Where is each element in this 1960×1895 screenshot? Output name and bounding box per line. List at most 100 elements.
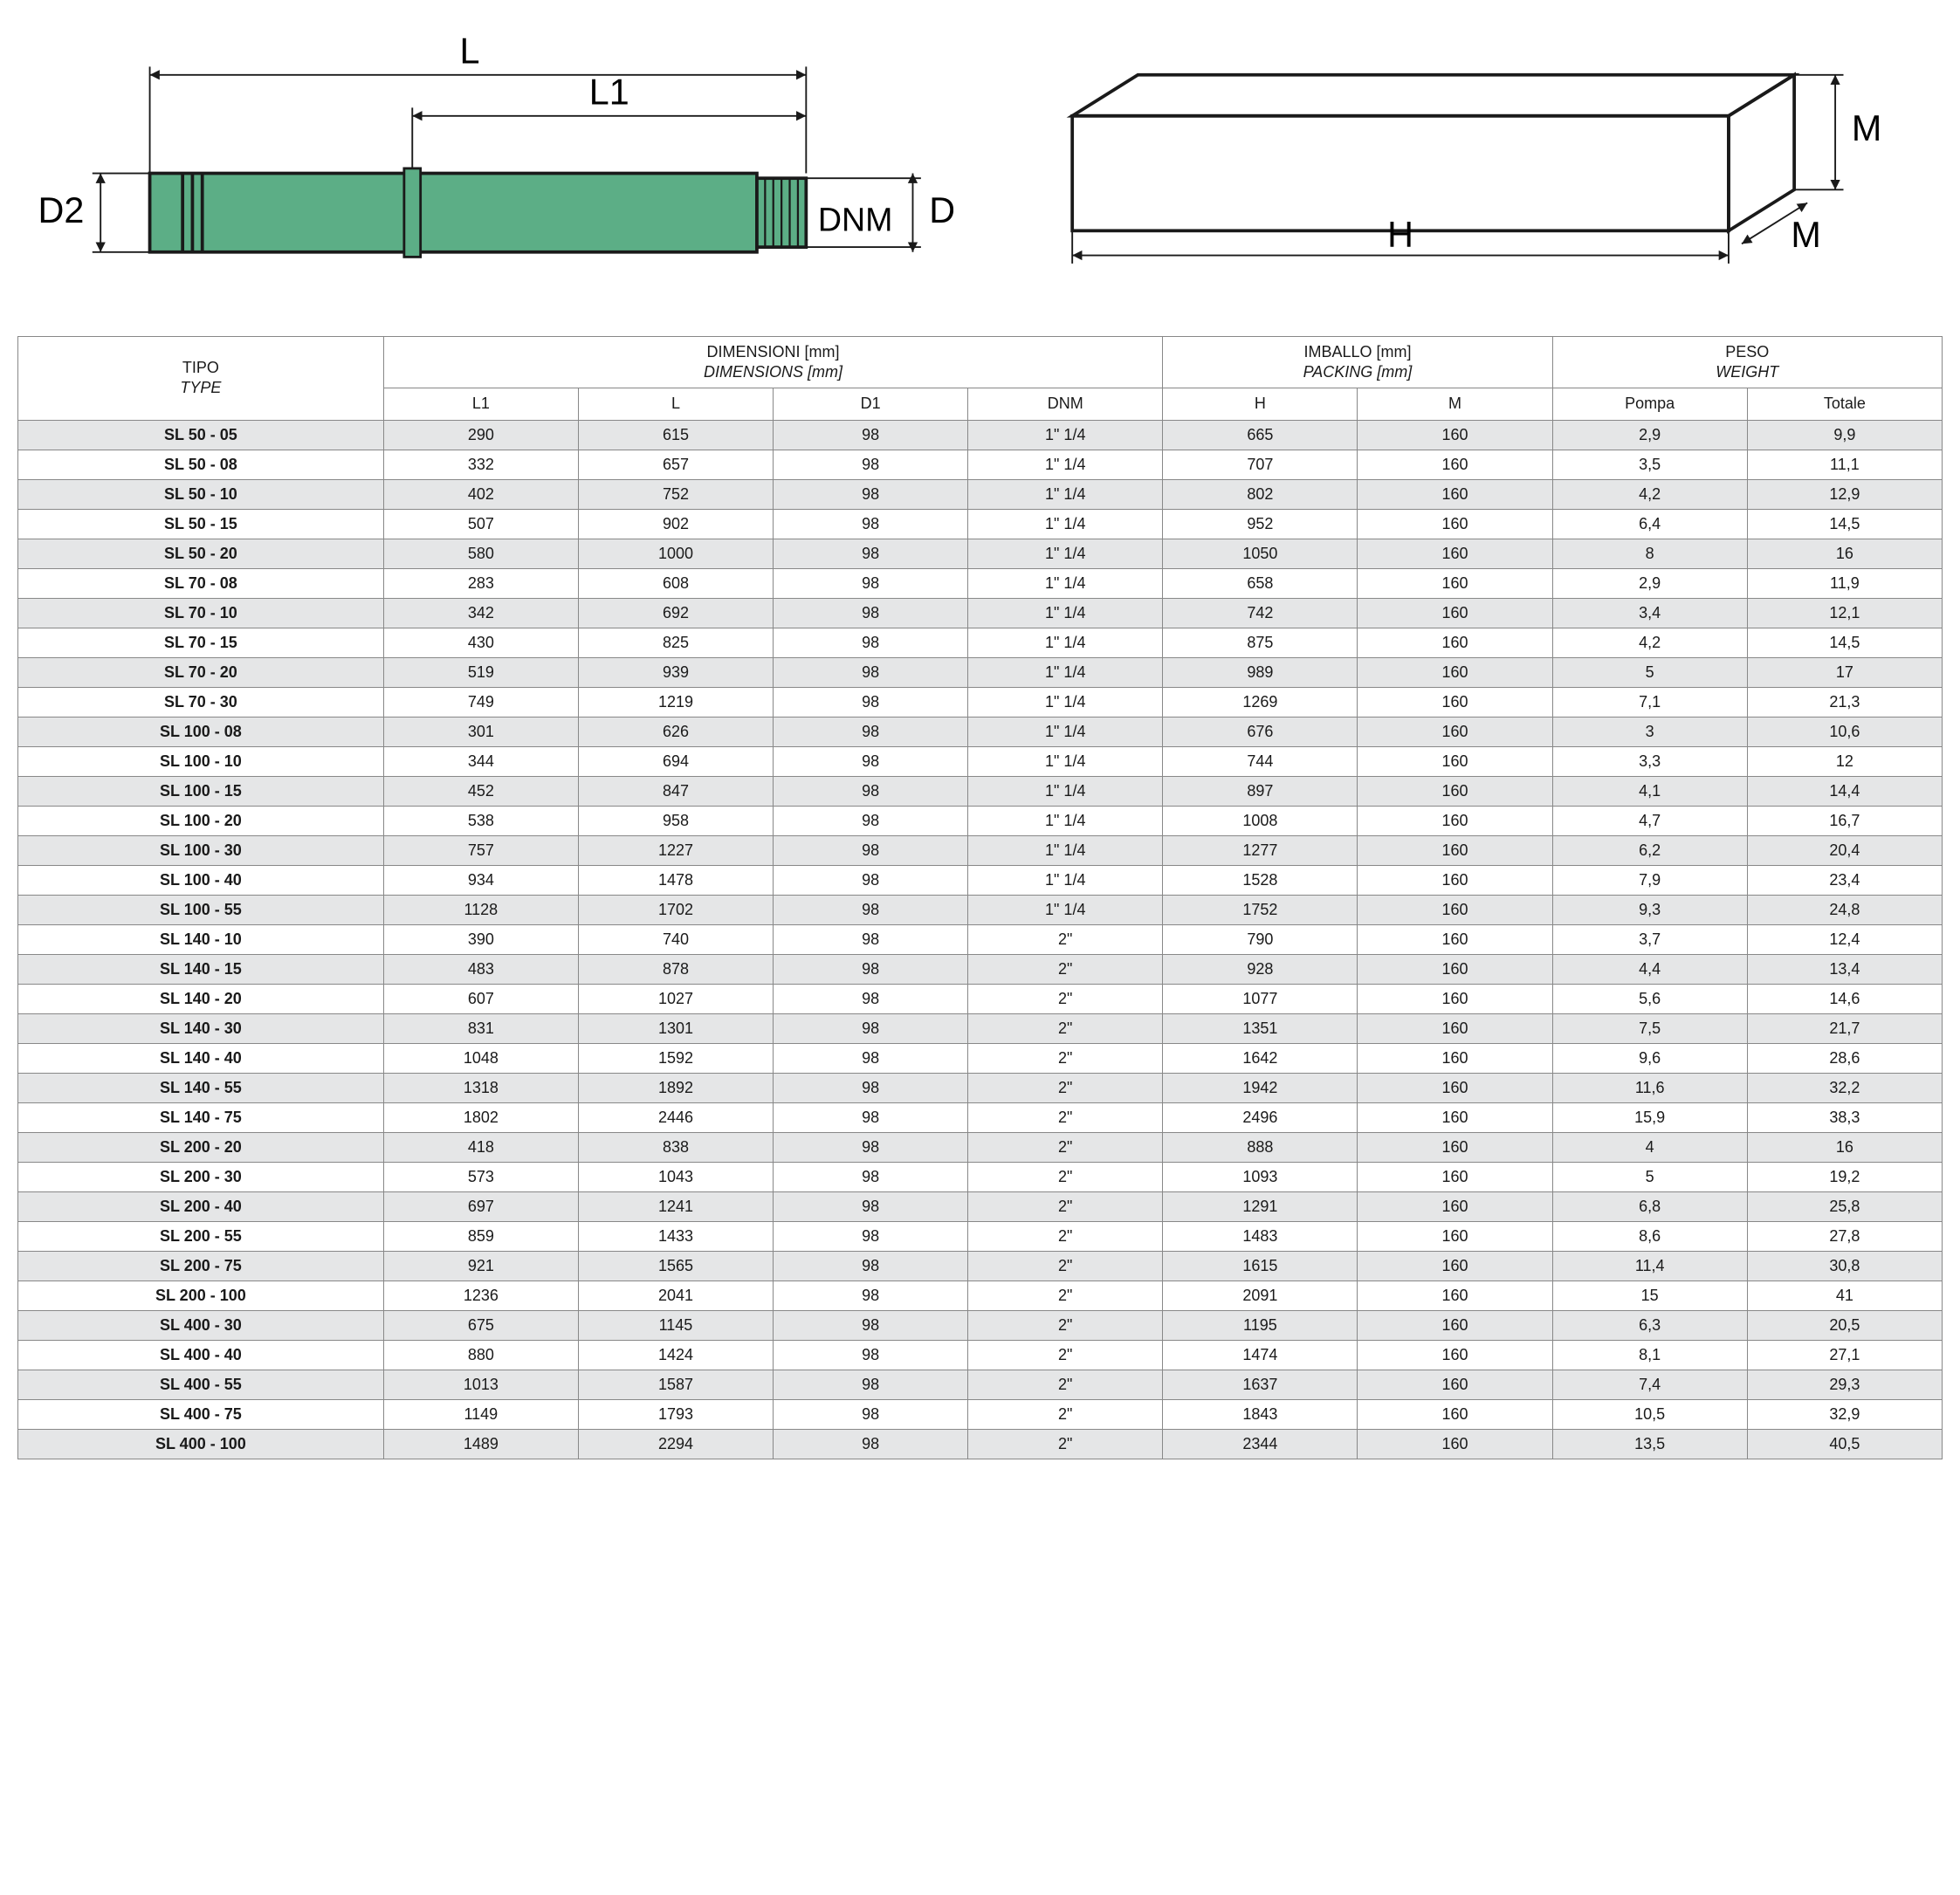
cell-M: 160 xyxy=(1358,717,1552,746)
cell-Pompa: 5 xyxy=(1552,657,1747,687)
cell-DNM: 2" xyxy=(968,1132,1163,1162)
header-Totale: Totale xyxy=(1747,388,1942,420)
cell-type: SL 400 - 40 xyxy=(18,1340,384,1370)
cell-M: 160 xyxy=(1358,509,1552,539)
cell-L1: 1013 xyxy=(383,1370,578,1399)
cell-D1: 98 xyxy=(774,1429,968,1459)
label-M-side: M xyxy=(1791,215,1820,255)
cell-M: 160 xyxy=(1358,1073,1552,1102)
cell-Pompa: 10,5 xyxy=(1552,1399,1747,1429)
cell-Totale: 29,3 xyxy=(1747,1370,1942,1399)
cell-type: SL 200 - 75 xyxy=(18,1251,384,1280)
table-row: SL 50 - 205801000981" 1/41050160816 xyxy=(18,539,1943,568)
cell-L1: 1236 xyxy=(383,1280,578,1310)
cell-Pompa: 4 xyxy=(1552,1132,1747,1162)
cell-L1: 483 xyxy=(383,954,578,984)
cell-Totale: 23,4 xyxy=(1747,865,1942,895)
cell-DNM: 2" xyxy=(968,924,1163,954)
cell-H: 1483 xyxy=(1163,1221,1358,1251)
label-D2: D2 xyxy=(38,190,85,230)
cell-Pompa: 11,4 xyxy=(1552,1251,1747,1280)
table-row: SL 200 - 558591433982"14831608,627,8 xyxy=(18,1221,1943,1251)
cell-type: SL 50 - 20 xyxy=(18,539,384,568)
table-row: SL 400 - 10014892294982"234416013,540,5 xyxy=(18,1429,1943,1459)
cell-Totale: 14,6 xyxy=(1747,984,1942,1013)
cell-Pompa: 9,6 xyxy=(1552,1043,1747,1073)
cell-Totale: 25,8 xyxy=(1747,1191,1942,1221)
cell-D1: 98 xyxy=(774,687,968,717)
table-row: SL 200 - 10012362041982"20911601541 xyxy=(18,1280,1943,1310)
cell-DNM: 2" xyxy=(968,1191,1163,1221)
table-row: SL 400 - 7511491793982"184316010,532,9 xyxy=(18,1399,1943,1429)
cell-Pompa: 6,2 xyxy=(1552,835,1747,865)
cell-Pompa: 4,7 xyxy=(1552,806,1747,835)
cell-L: 1000 xyxy=(578,539,773,568)
table-row: SL 100 - 08301626981" 1/4676160310,6 xyxy=(18,717,1943,746)
cell-H: 790 xyxy=(1163,924,1358,954)
cell-L: 1424 xyxy=(578,1340,773,1370)
cell-D1: 98 xyxy=(774,1132,968,1162)
cell-M: 160 xyxy=(1358,1132,1552,1162)
header-H: H xyxy=(1163,388,1358,420)
cell-L1: 859 xyxy=(383,1221,578,1251)
cell-L: 1592 xyxy=(578,1043,773,1073)
cell-type: SL 200 - 100 xyxy=(18,1280,384,1310)
cell-Totale: 27,8 xyxy=(1747,1221,1942,1251)
cell-DNM: 1" 1/4 xyxy=(968,865,1163,895)
cell-Pompa: 3,3 xyxy=(1552,746,1747,776)
table-row: SL 200 - 406971241982"12911606,825,8 xyxy=(18,1191,1943,1221)
cell-H: 802 xyxy=(1163,479,1358,509)
table-row: SL 70 - 307491219981" 1/412691607,121,3 xyxy=(18,687,1943,717)
cell-L: 1227 xyxy=(578,835,773,865)
header-imballo: IMBALLO [mm] PACKING [mm] xyxy=(1163,336,1552,388)
cell-DNM: 2" xyxy=(968,1370,1163,1399)
cell-D1: 98 xyxy=(774,420,968,450)
table-row: SL 140 - 206071027982"10771605,614,6 xyxy=(18,984,1943,1013)
cell-Pompa: 4,1 xyxy=(1552,776,1747,806)
cell-type: SL 140 - 10 xyxy=(18,924,384,954)
cell-M: 160 xyxy=(1358,984,1552,1013)
cell-H: 1528 xyxy=(1163,865,1358,895)
cell-L1: 1318 xyxy=(383,1073,578,1102)
cell-L1: 757 xyxy=(383,835,578,865)
cell-Pompa: 4,4 xyxy=(1552,954,1747,984)
cell-D1: 98 xyxy=(774,1399,968,1429)
cell-D1: 98 xyxy=(774,865,968,895)
cell-type: SL 70 - 10 xyxy=(18,598,384,628)
cell-Totale: 11,1 xyxy=(1747,450,1942,479)
cell-L1: 675 xyxy=(383,1310,578,1340)
table-row: SL 50 - 05290615981" 1/46651602,99,9 xyxy=(18,420,1943,450)
cell-H: 665 xyxy=(1163,420,1358,450)
cell-L: 847 xyxy=(578,776,773,806)
cell-type: SL 400 - 30 xyxy=(18,1310,384,1340)
cell-M: 160 xyxy=(1358,1310,1552,1340)
cell-DNM: 2" xyxy=(968,1043,1163,1073)
cell-L: 1027 xyxy=(578,984,773,1013)
cell-D1: 98 xyxy=(774,1280,968,1310)
cell-Totale: 40,5 xyxy=(1747,1429,1942,1459)
cell-L: 2294 xyxy=(578,1429,773,1459)
header-L1: L1 xyxy=(383,388,578,420)
cell-Totale: 20,5 xyxy=(1747,1310,1942,1340)
diagrams-row: L L1 D2 xyxy=(17,17,1943,301)
cell-Totale: 12 xyxy=(1747,746,1942,776)
cell-Pompa: 15 xyxy=(1552,1280,1747,1310)
cell-DNM: 2" xyxy=(968,1013,1163,1043)
table-row: SL 200 - 20418838982"888160416 xyxy=(18,1132,1943,1162)
cell-Pompa: 8 xyxy=(1552,539,1747,568)
cell-D1: 98 xyxy=(774,1102,968,1132)
cell-type: SL 100 - 40 xyxy=(18,865,384,895)
cell-type: SL 50 - 10 xyxy=(18,479,384,509)
cell-Totale: 27,1 xyxy=(1747,1340,1942,1370)
cell-M: 160 xyxy=(1358,924,1552,954)
table-row: SL 50 - 15507902981" 1/49521606,414,5 xyxy=(18,509,1943,539)
cell-type: SL 400 - 55 xyxy=(18,1370,384,1399)
cell-L: 1478 xyxy=(578,865,773,895)
cell-L1: 1048 xyxy=(383,1043,578,1073)
cell-D1: 98 xyxy=(774,657,968,687)
header-dimensioni: DIMENSIONI [mm] DIMENSIONS [mm] xyxy=(383,336,1163,388)
cell-DNM: 1" 1/4 xyxy=(968,687,1163,717)
cell-D1: 98 xyxy=(774,479,968,509)
cell-type: SL 140 - 55 xyxy=(18,1073,384,1102)
cell-D1: 98 xyxy=(774,1013,968,1043)
